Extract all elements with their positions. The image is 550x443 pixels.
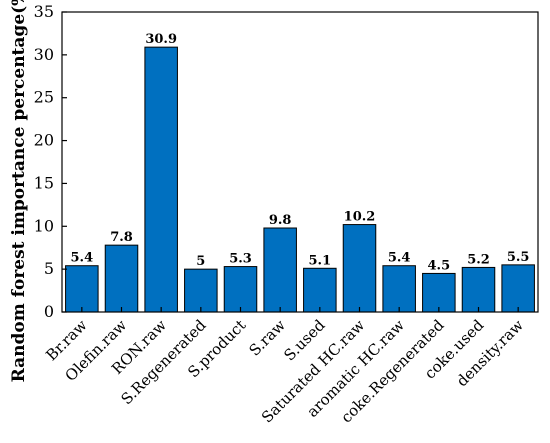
bar [342,224,377,313]
data-label: 5 [196,254,205,269]
y-tick-label: 5 [44,259,54,278]
bar [65,265,99,313]
y-tick-label: 10 [34,216,54,235]
y-ticks-group: 0 5 10 15 20 25 30 35 [34,2,519,321]
data-labels-group: 5.4 7.8 30.9 5 5.3 9.8 5.1 10.2 5.4 4.5 5.2 5.5 [71,32,530,273]
bar [104,244,139,313]
data-label: 5.4 [71,251,94,266]
data-label: 9.8 [269,213,292,228]
y-tick-label: 0 [44,302,54,321]
data-label: 5.4 [388,251,411,266]
data-label: 5.5 [507,250,530,265]
bar [303,267,337,313]
bar [501,264,535,313]
bars-group [65,46,535,313]
bar [144,46,178,313]
y-tick-label: 15 [34,173,54,192]
data-label: 5.2 [467,252,490,267]
y-tick-label: 25 [34,88,54,107]
plot-frame [61,11,539,313]
y-tick-label: 20 [34,131,54,150]
y-tick-label: 35 [34,2,54,21]
bar [263,227,297,313]
data-label: 7.8 [110,230,133,245]
data-label: 5.3 [229,252,252,267]
bar [382,265,416,313]
bar [461,266,496,313]
data-label: 4.5 [428,258,451,273]
y-tick-label: 30 [34,45,54,64]
data-label: 5.1 [309,253,332,268]
data-label: 10.2 [344,210,376,225]
y-axis-title: Random forest importance percentage(%) [9,0,29,382]
bar [184,268,218,313]
bar [223,266,258,313]
data-label: 30.9 [145,32,177,47]
category-labels-group: Br.rawOlefin.rawRON.rawS.RegeneratedS.pr… [42,316,527,427]
bar [422,272,456,313]
